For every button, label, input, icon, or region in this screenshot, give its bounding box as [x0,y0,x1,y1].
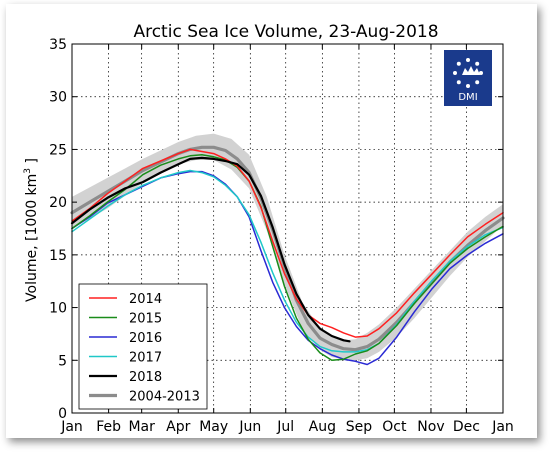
x-tick-label: Aug [309,419,336,435]
y-tick-label: 10 [49,301,67,317]
x-tick-label: Jan [491,419,514,435]
star-icon [453,71,457,75]
x-tick-label: Jul [276,419,294,435]
dmi-logo-text: DMI [458,92,477,103]
series-line-2015 [71,153,504,362]
star-icon [466,84,470,88]
x-tick-label: Jan [60,419,83,435]
series-line-2018 [70,156,351,343]
y-axis-label: Volume, [1000 km3 ] [23,158,40,302]
x-tick-label: Jun [238,419,261,435]
legend-label: 2018 [129,370,162,385]
x-tick-label: Sep [346,419,373,435]
legend-label: 2016 [129,331,162,346]
series-line-2014 [71,148,504,338]
sea-ice-volume-chart: Arctic Sea Ice Volume, 23-Aug-2018 0 5 10 1… [23,22,514,435]
legend-label: 2014 [129,292,162,307]
y-tick-label: 35 [49,37,67,53]
plot-border [71,43,504,414]
x-tick-label: Mar [128,419,155,435]
series-line-2017 [71,169,504,353]
x-tick-label: Oct [382,419,407,435]
star-icon [475,61,480,66]
y-tick-label: 15 [49,248,67,264]
x-tick-label: May [199,419,228,435]
crown-icon [462,66,480,75]
x-tick-label: Feb [96,419,121,435]
star-icon [456,61,461,66]
star-icon [456,80,461,85]
series-lines [70,145,505,366]
chart-frame: Arctic Sea Ice Volume, 23-Aug-2018 0 5 10 1… [6,4,537,438]
x-tick-label: Nov [417,419,444,435]
chart-title: Arctic Sea Ice Volume, 23-Aug-2018 [133,22,438,42]
y-tick-label: 5 [58,353,67,369]
x-tick-label: Apr [166,419,190,435]
x-tick-label: Dec [453,419,480,435]
y-tick-label: 30 [49,90,67,106]
y-tick-label: 20 [49,195,67,211]
y-tick-label: 25 [49,142,67,158]
dmi-logo: DMI [444,50,492,106]
y-tick-label: 0 [58,406,67,422]
star-icon [466,58,470,62]
legend: 2014 2015 2016 2017 2018 2004-2013 [78,283,208,410]
crown-stars-icon [453,58,483,88]
legend-label: 2004-2013 [129,390,200,405]
axis-ticks: 0 5 10 15 20 25 30 35 Jan Feb Mar Apr May Jun Jul Aug Se… [49,37,514,435]
star-icon [475,80,480,85]
legend-box [78,283,208,410]
legend-label: 2015 [129,312,162,327]
star-icon [479,71,483,75]
legend-label: 2017 [129,351,162,366]
